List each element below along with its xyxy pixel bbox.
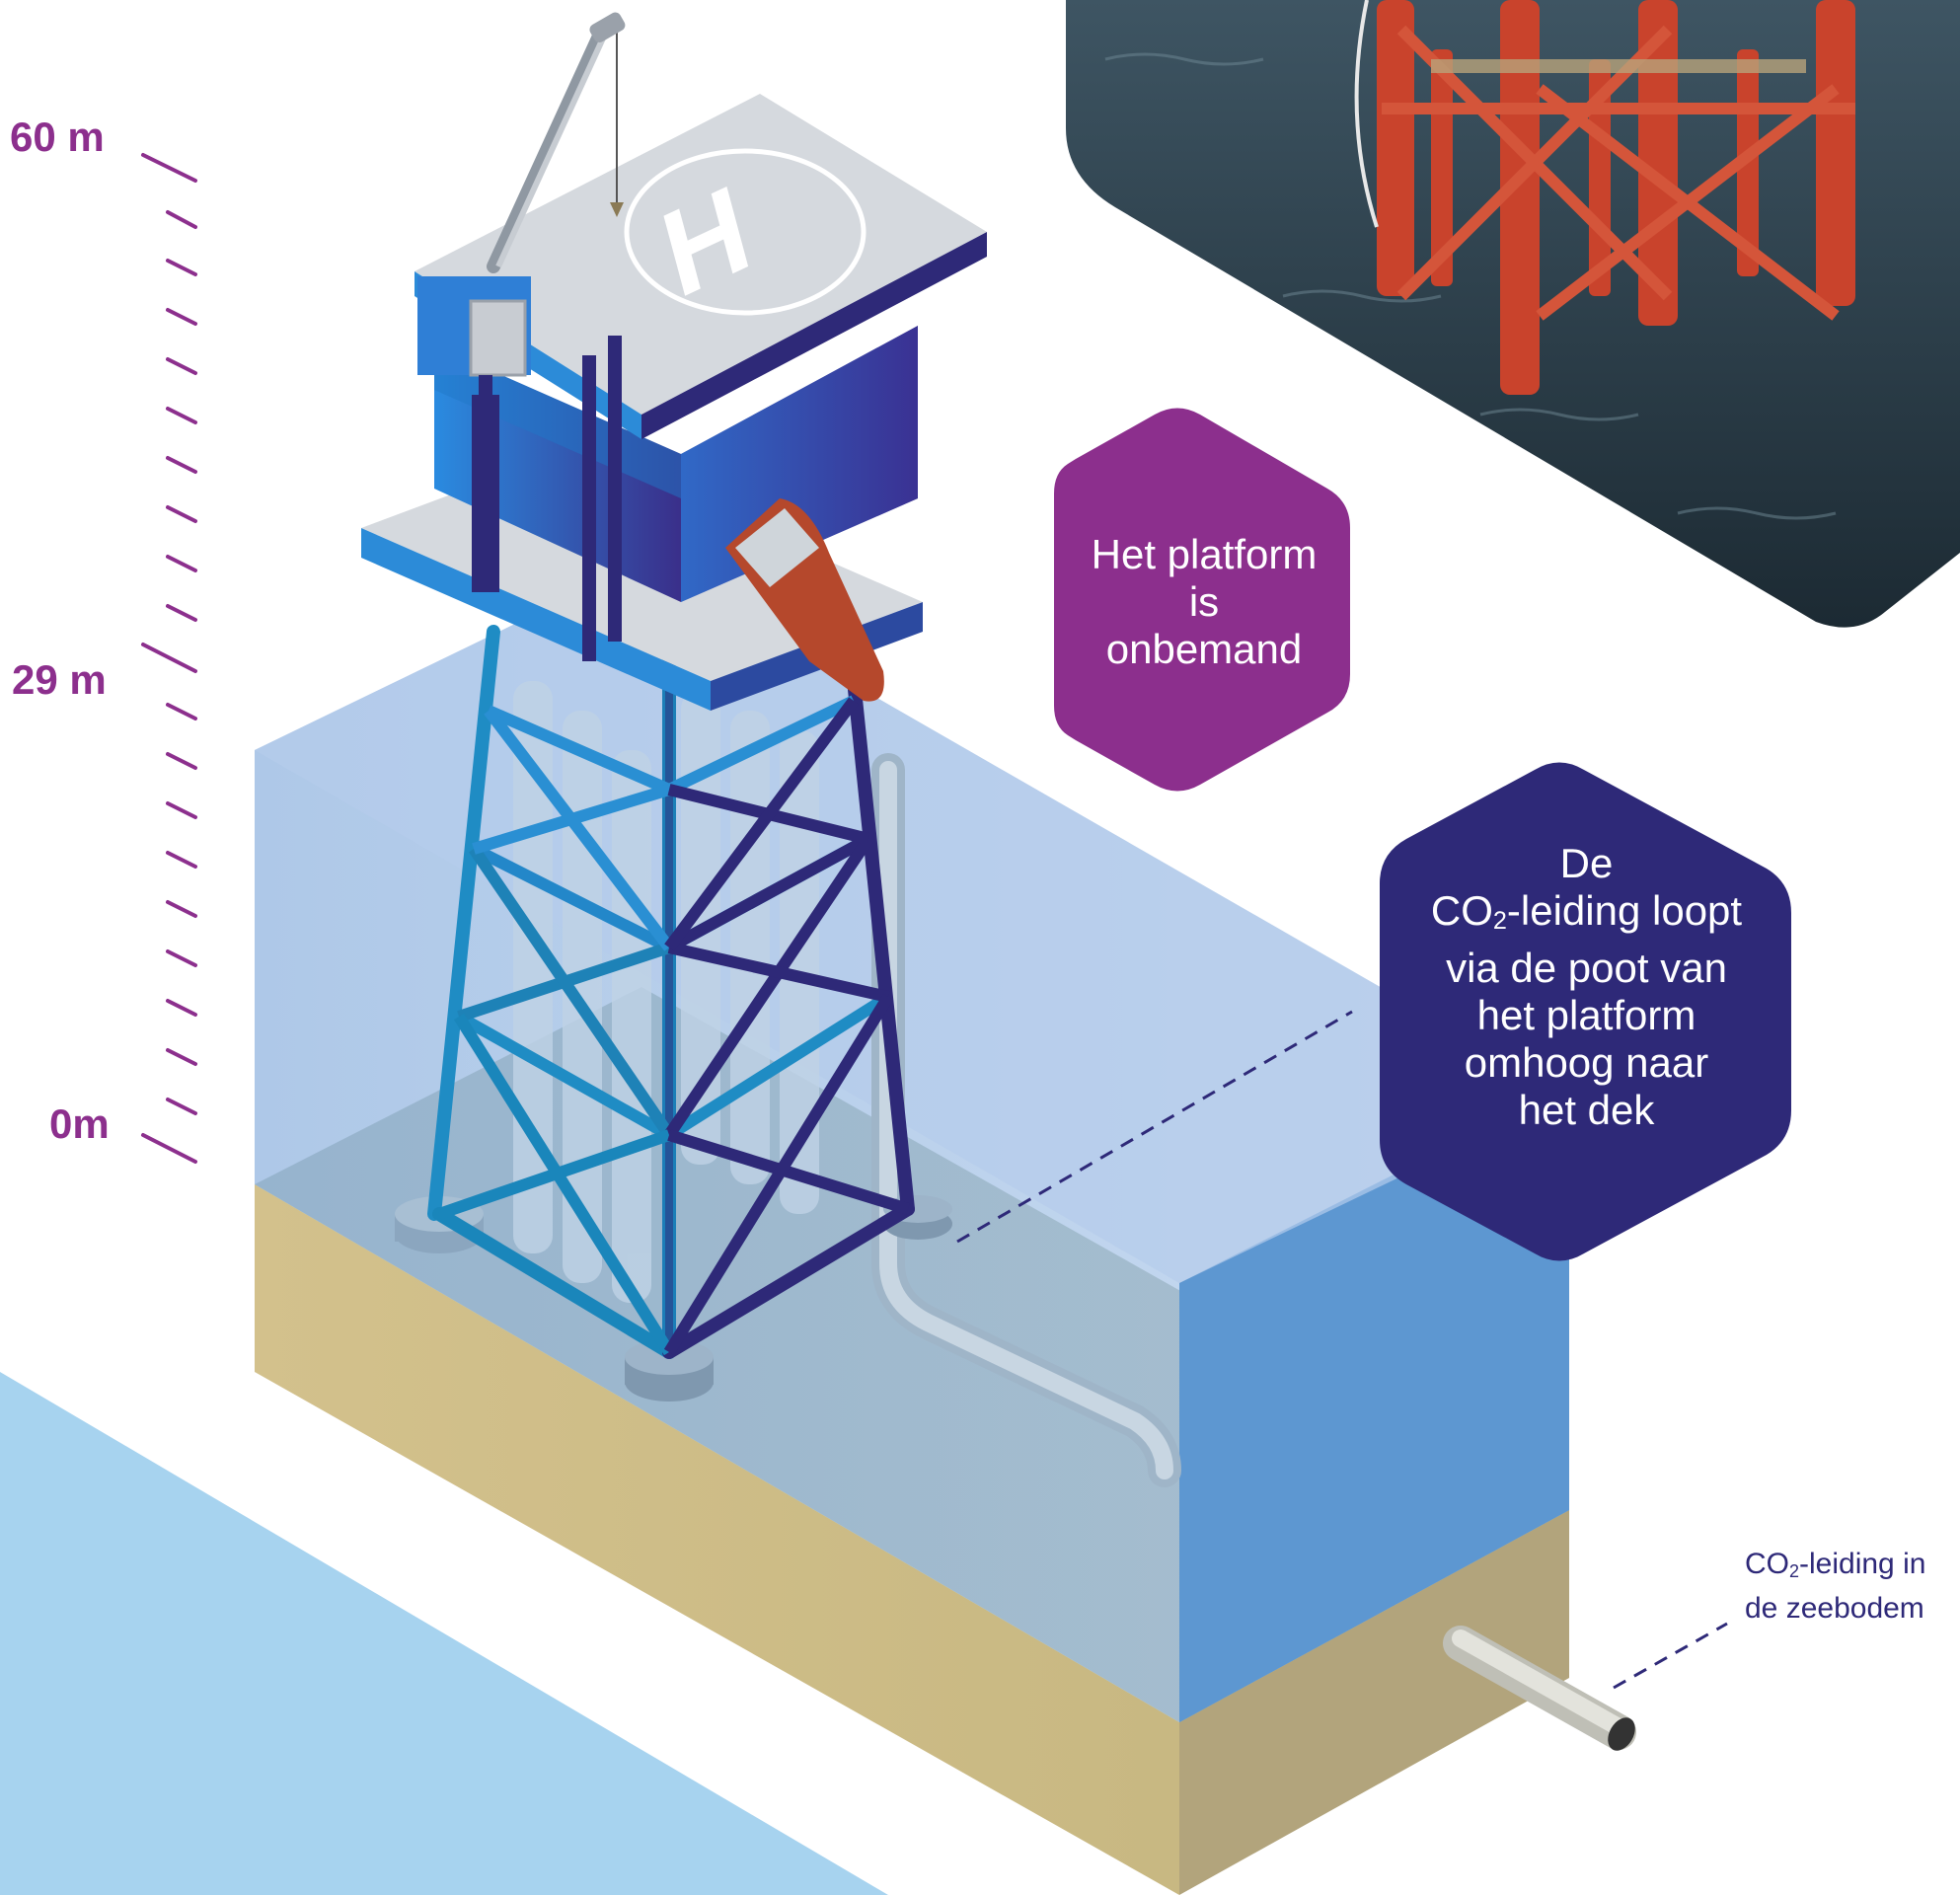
- unmanned-callout: Het platform is onbemand: [1076, 424, 1332, 780]
- height-scale: [141, 153, 197, 1164]
- scale-label-29m: 29 m: [12, 656, 107, 703]
- sea-background: [0, 1372, 888, 1895]
- pipe-callout-bg: [1380, 762, 1791, 1261]
- seabed-pipe-label: CO2-leiding in de zeebodem: [1745, 1548, 1926, 1625]
- seabed-pipe: [1443, 1626, 1636, 1751]
- leader-lines: [956, 1010, 1728, 1690]
- deck-posts: [582, 336, 622, 661]
- pipe-leg-callout-text: De CO2-leiding loopt via de poot van het…: [1430, 840, 1743, 1133]
- water-block: [255, 563, 1569, 1722]
- crane: [417, 12, 626, 592]
- unmanned-callout-bg: [1054, 408, 1350, 792]
- helipad-circle: [624, 148, 867, 316]
- unmanned-callout-text: Het platform is onbemand: [1091, 531, 1318, 672]
- scale-label-60m: 60 m: [10, 114, 105, 160]
- co2-pipe: [871, 753, 1181, 1487]
- lifeboat: [725, 498, 884, 702]
- scale-label-0m: 0m: [49, 1100, 110, 1147]
- pipe-leg-callout: De CO2-leiding loopt via de poot van het…: [1382, 839, 1791, 1135]
- jacket-structure: [395, 625, 952, 1402]
- platform-photo: [1066, 0, 1960, 628]
